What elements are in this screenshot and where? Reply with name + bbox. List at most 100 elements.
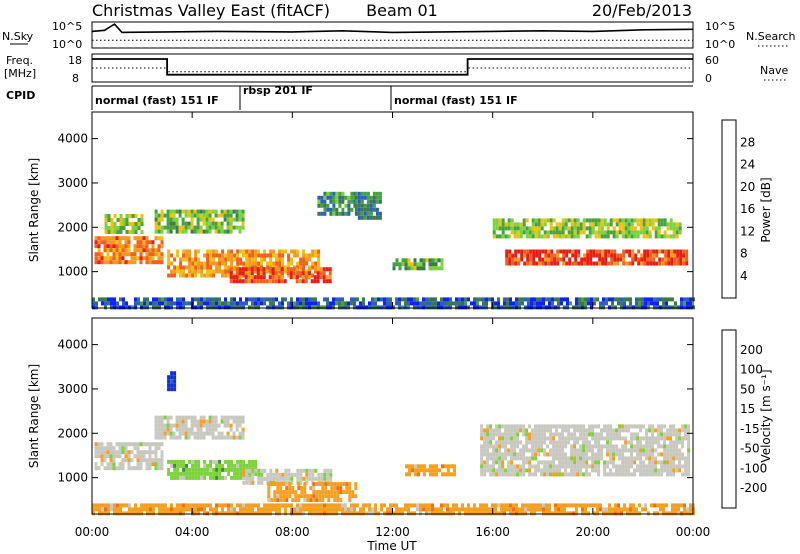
range-cell <box>133 236 137 241</box>
range-cell <box>539 503 542 508</box>
range-cell <box>239 459 243 464</box>
range-cell <box>383 297 386 302</box>
range-cell <box>521 301 524 306</box>
range-cell <box>160 217 164 222</box>
range-cell <box>374 503 377 508</box>
range-cell <box>236 253 240 258</box>
range-cell <box>279 486 283 491</box>
nave-tick-bottom: 0 <box>705 72 712 85</box>
range-cell <box>323 507 326 512</box>
range-cell <box>163 213 167 218</box>
range-cell <box>570 464 574 469</box>
range-cell <box>634 257 638 262</box>
range-cell <box>134 503 137 508</box>
range-cell <box>567 230 571 235</box>
range-cell <box>601 261 605 266</box>
range-cell <box>335 507 338 512</box>
range-cell <box>665 301 668 306</box>
range-cell <box>563 511 566 516</box>
range-cell <box>302 297 305 302</box>
range-cell <box>182 467 186 472</box>
range-cell <box>645 464 649 469</box>
range-cell <box>480 464 484 469</box>
range-cell <box>401 258 405 263</box>
range-cell <box>660 234 664 239</box>
range-cell <box>671 305 674 310</box>
range-cell <box>560 301 563 306</box>
range-cell <box>215 297 218 302</box>
range-cell <box>230 249 234 254</box>
range-cell <box>173 387 177 392</box>
range-cell <box>326 476 330 481</box>
range-cell <box>547 261 551 266</box>
range-cell <box>230 475 234 480</box>
range-cell <box>528 432 532 437</box>
range-cell <box>575 297 578 302</box>
range-cell <box>235 279 239 284</box>
range-cell <box>281 297 284 302</box>
range-cell <box>218 261 222 266</box>
range-cell <box>429 464 432 469</box>
range-cell <box>260 257 264 262</box>
range-cell <box>326 468 330 473</box>
range-cell <box>570 452 574 457</box>
range-cell <box>567 218 571 223</box>
range-cell <box>667 253 671 258</box>
range-cell <box>125 305 128 310</box>
range-cell <box>494 301 497 306</box>
range-cell <box>179 305 182 310</box>
range-cell <box>221 503 224 508</box>
range-cell <box>579 424 583 429</box>
range-cell <box>277 279 281 284</box>
range-cell <box>122 301 125 306</box>
range-cell <box>571 261 575 266</box>
range-cell <box>155 305 158 310</box>
range-cell <box>658 261 662 266</box>
range-cell <box>299 257 303 262</box>
range-cell <box>220 229 224 234</box>
range-cell <box>636 222 640 227</box>
range-cell <box>357 203 361 208</box>
range-cell <box>127 240 131 245</box>
range-cell <box>444 464 447 469</box>
range-cell <box>224 467 228 472</box>
range-cell <box>377 297 380 302</box>
range-cell <box>330 482 334 487</box>
range-cell <box>185 475 189 480</box>
range-cell <box>290 476 294 481</box>
range-cell <box>245 511 248 516</box>
range-cell <box>244 267 248 272</box>
range-cell <box>615 222 619 227</box>
range-cell <box>242 503 245 508</box>
range-cell <box>544 257 548 262</box>
range-cell <box>483 468 487 473</box>
range-cell <box>203 463 207 468</box>
range-cell <box>627 234 631 239</box>
range-cell <box>538 257 542 262</box>
range-cell <box>128 511 131 516</box>
range-cell <box>315 494 319 499</box>
range-cell <box>660 460 664 465</box>
range-cell <box>564 428 568 433</box>
range-cell <box>681 428 685 433</box>
range-cell <box>586 253 590 258</box>
range-cell <box>583 261 587 266</box>
range-cell <box>113 301 116 306</box>
range-cell <box>284 503 287 508</box>
range-cell <box>687 432 691 437</box>
range-cell <box>635 305 638 310</box>
range-cell <box>618 222 622 227</box>
range-cell <box>101 507 104 512</box>
range-cell <box>232 435 236 440</box>
range-cell <box>509 297 512 302</box>
range-cell <box>659 503 662 508</box>
time-axis: 00:00 04:00 08:00 12:00 16:00 20:00 00:00 <box>75 112 710 539</box>
range-cell <box>320 211 324 216</box>
range-cell <box>304 275 308 280</box>
range-cell <box>606 436 610 441</box>
range-cell <box>239 261 243 266</box>
range-cell <box>649 257 653 262</box>
colorbar-frame <box>721 119 737 299</box>
range-cell <box>601 257 605 262</box>
